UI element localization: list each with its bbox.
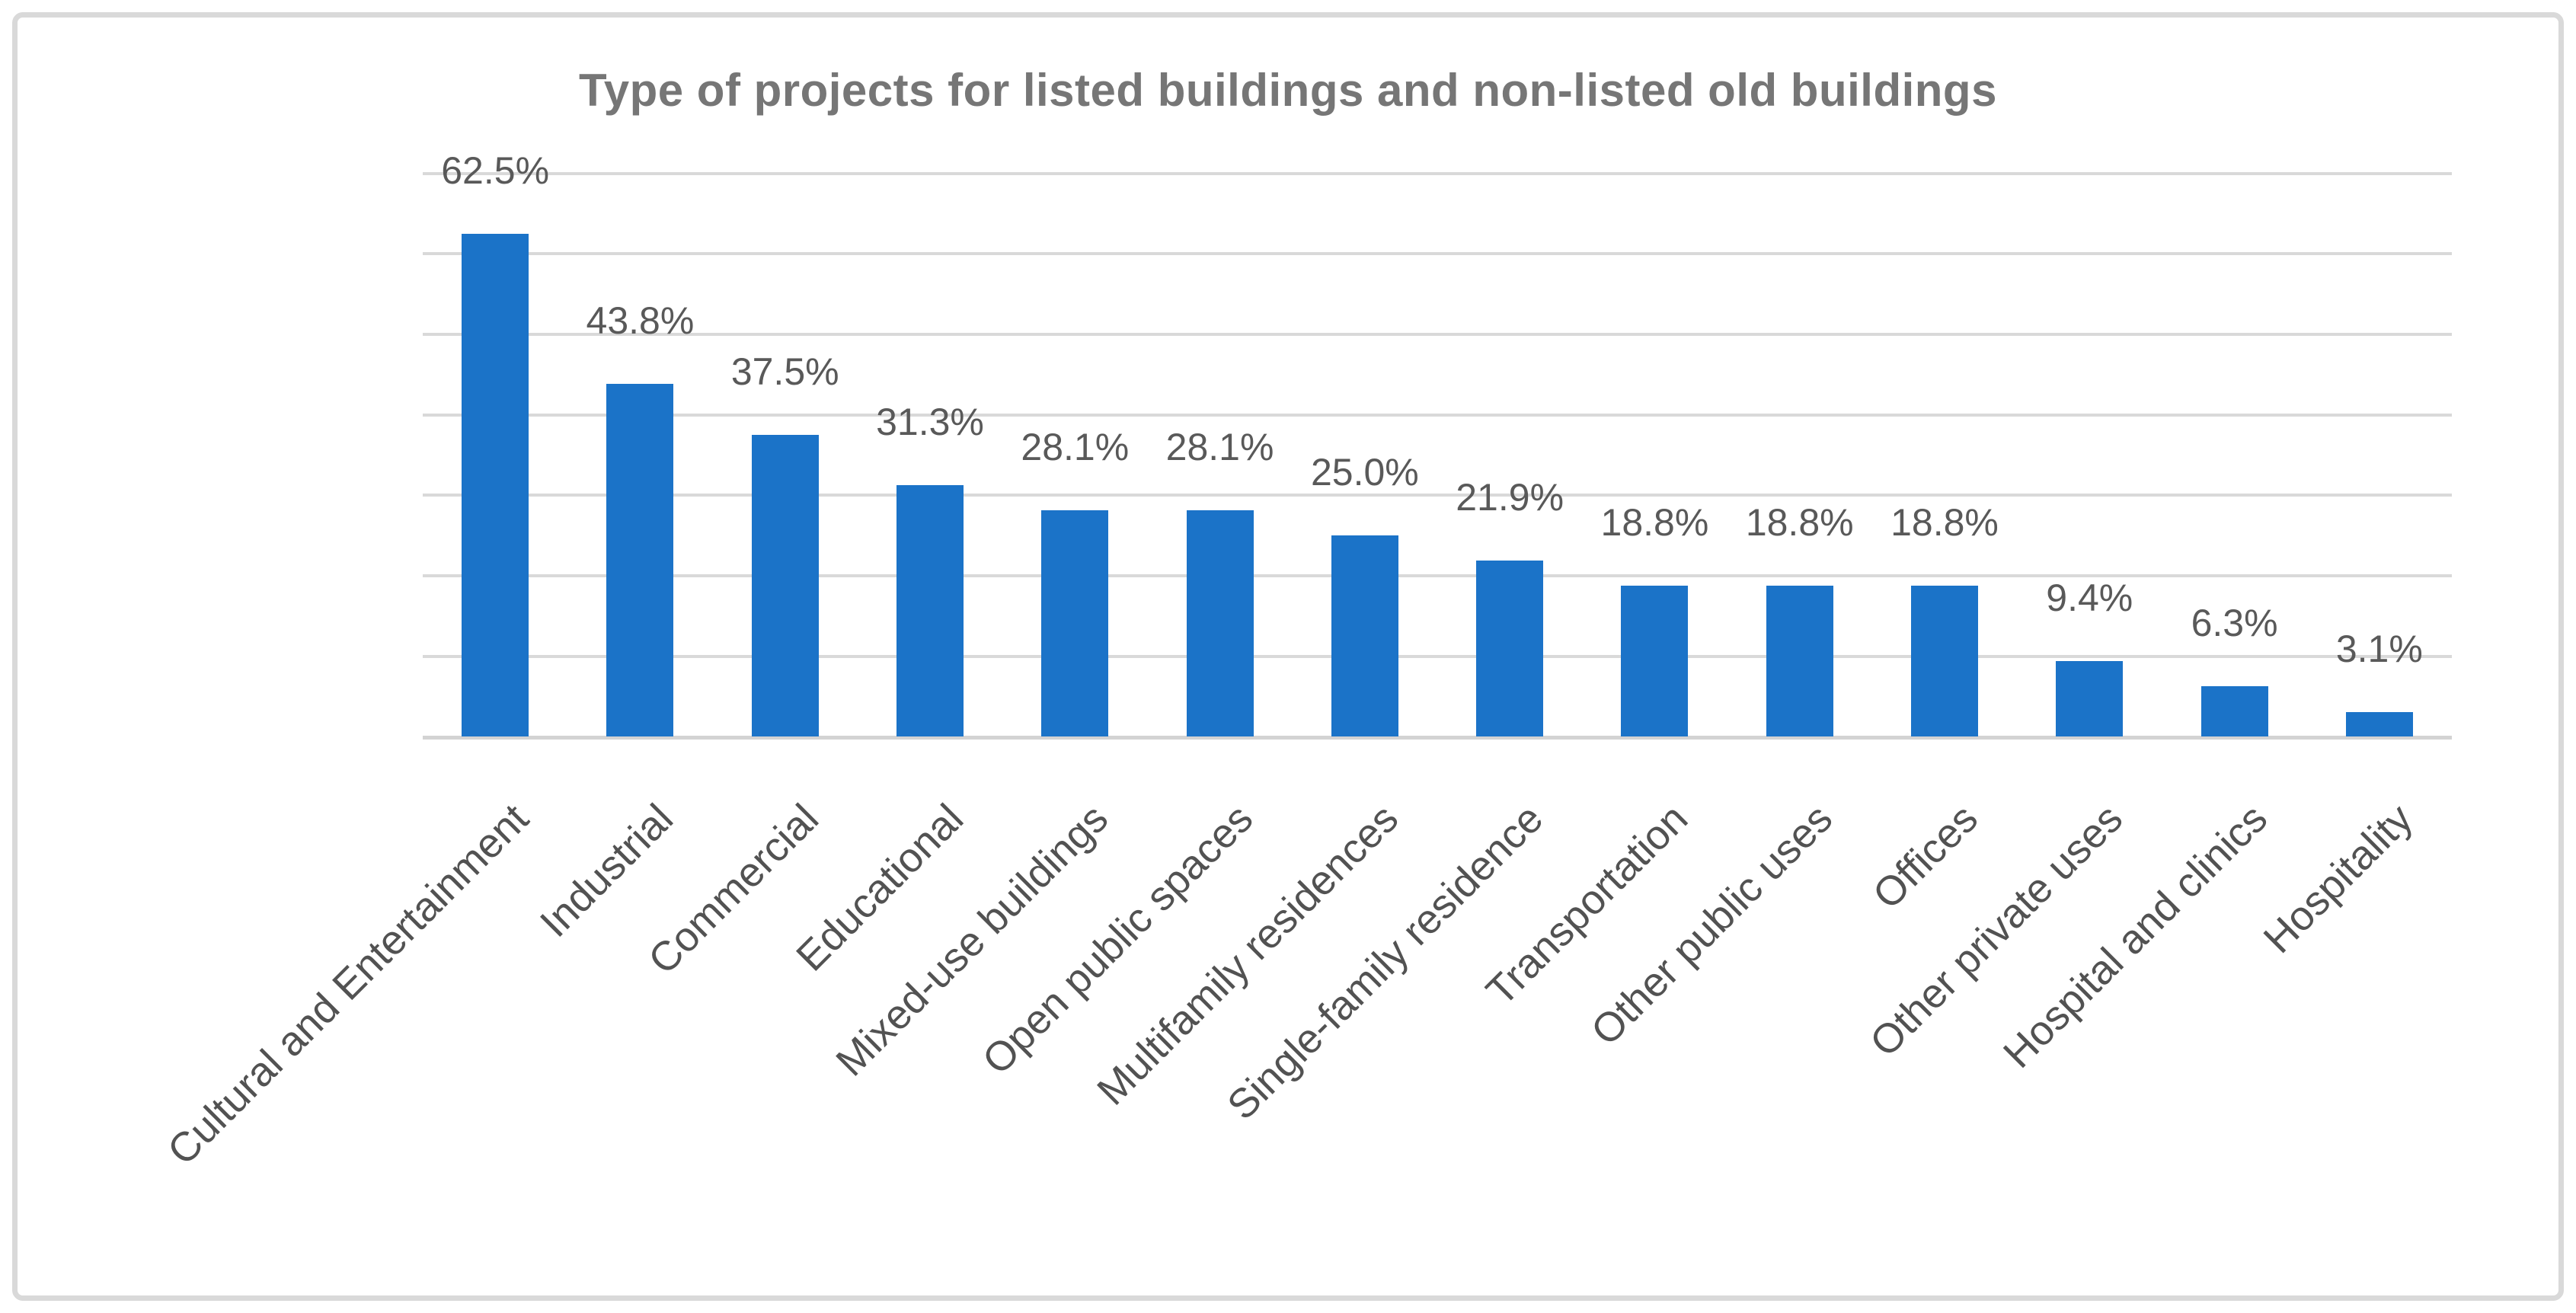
- category-axis-label: Cultural and Entertainment: [158, 795, 538, 1174]
- bar-data-label: 31.3%: [876, 400, 984, 443]
- bar: [1331, 535, 1398, 737]
- gridline: [423, 171, 2452, 175]
- bar-data-label: 43.8%: [586, 299, 695, 343]
- category-axis-label: Other public uses: [1583, 795, 1842, 1054]
- bar: [462, 233, 529, 737]
- gridline: [423, 654, 2452, 658]
- category-axis-label: Hospitality: [2255, 795, 2421, 962]
- bar: [2345, 711, 2413, 737]
- chart-title: Type of projects for listed buildings an…: [579, 65, 1997, 116]
- bar: [1476, 560, 1544, 737]
- bar-data-label: 28.1%: [1021, 426, 1130, 469]
- category-axis-label: Multifamily residences: [1088, 795, 1407, 1114]
- bar: [1041, 510, 1109, 737]
- bar-data-label: 3.1%: [2335, 627, 2423, 670]
- category-axis-label: Other private uses: [1861, 795, 2132, 1065]
- bar-data-label: 18.8%: [1745, 500, 1854, 544]
- gridline: [423, 494, 2452, 497]
- gridline: [423, 413, 2452, 417]
- bar: [896, 484, 964, 737]
- gridline: [423, 332, 2452, 336]
- category-axis-label: Open public spaces: [973, 795, 1262, 1083]
- bar: [2200, 685, 2268, 737]
- bar-data-label: 9.4%: [2046, 577, 2133, 620]
- bar-data-label: 25.0%: [1310, 451, 1419, 494]
- category-axis-label: Industrial: [532, 795, 682, 946]
- bar-data-label: 18.8%: [1890, 500, 1999, 544]
- x-axis-line: [423, 735, 2452, 740]
- bar-data-label: 37.5%: [730, 350, 839, 394]
- bar: [1186, 510, 1254, 737]
- bar: [606, 384, 674, 737]
- bar: [1911, 585, 1978, 737]
- gridline: [423, 574, 2452, 578]
- category-axis-label: Mixed-use buildings: [827, 795, 1117, 1085]
- bar-data-label: 18.8%: [1600, 500, 1709, 544]
- category-axis-label: Offices: [1864, 795, 1987, 918]
- bar-data-label: 21.9%: [1456, 475, 1564, 519]
- bar: [2056, 661, 2124, 737]
- bar: [1766, 585, 1833, 737]
- bar-data-label: 28.1%: [1165, 426, 1274, 469]
- bar-data-label: 6.3%: [2191, 601, 2278, 644]
- bar-data-label: 62.5%: [441, 149, 550, 192]
- bar: [751, 435, 819, 737]
- bar: [1621, 585, 1689, 737]
- category-axis-label: Hospital and clinics: [1995, 795, 2277, 1077]
- gridline: [423, 252, 2452, 256]
